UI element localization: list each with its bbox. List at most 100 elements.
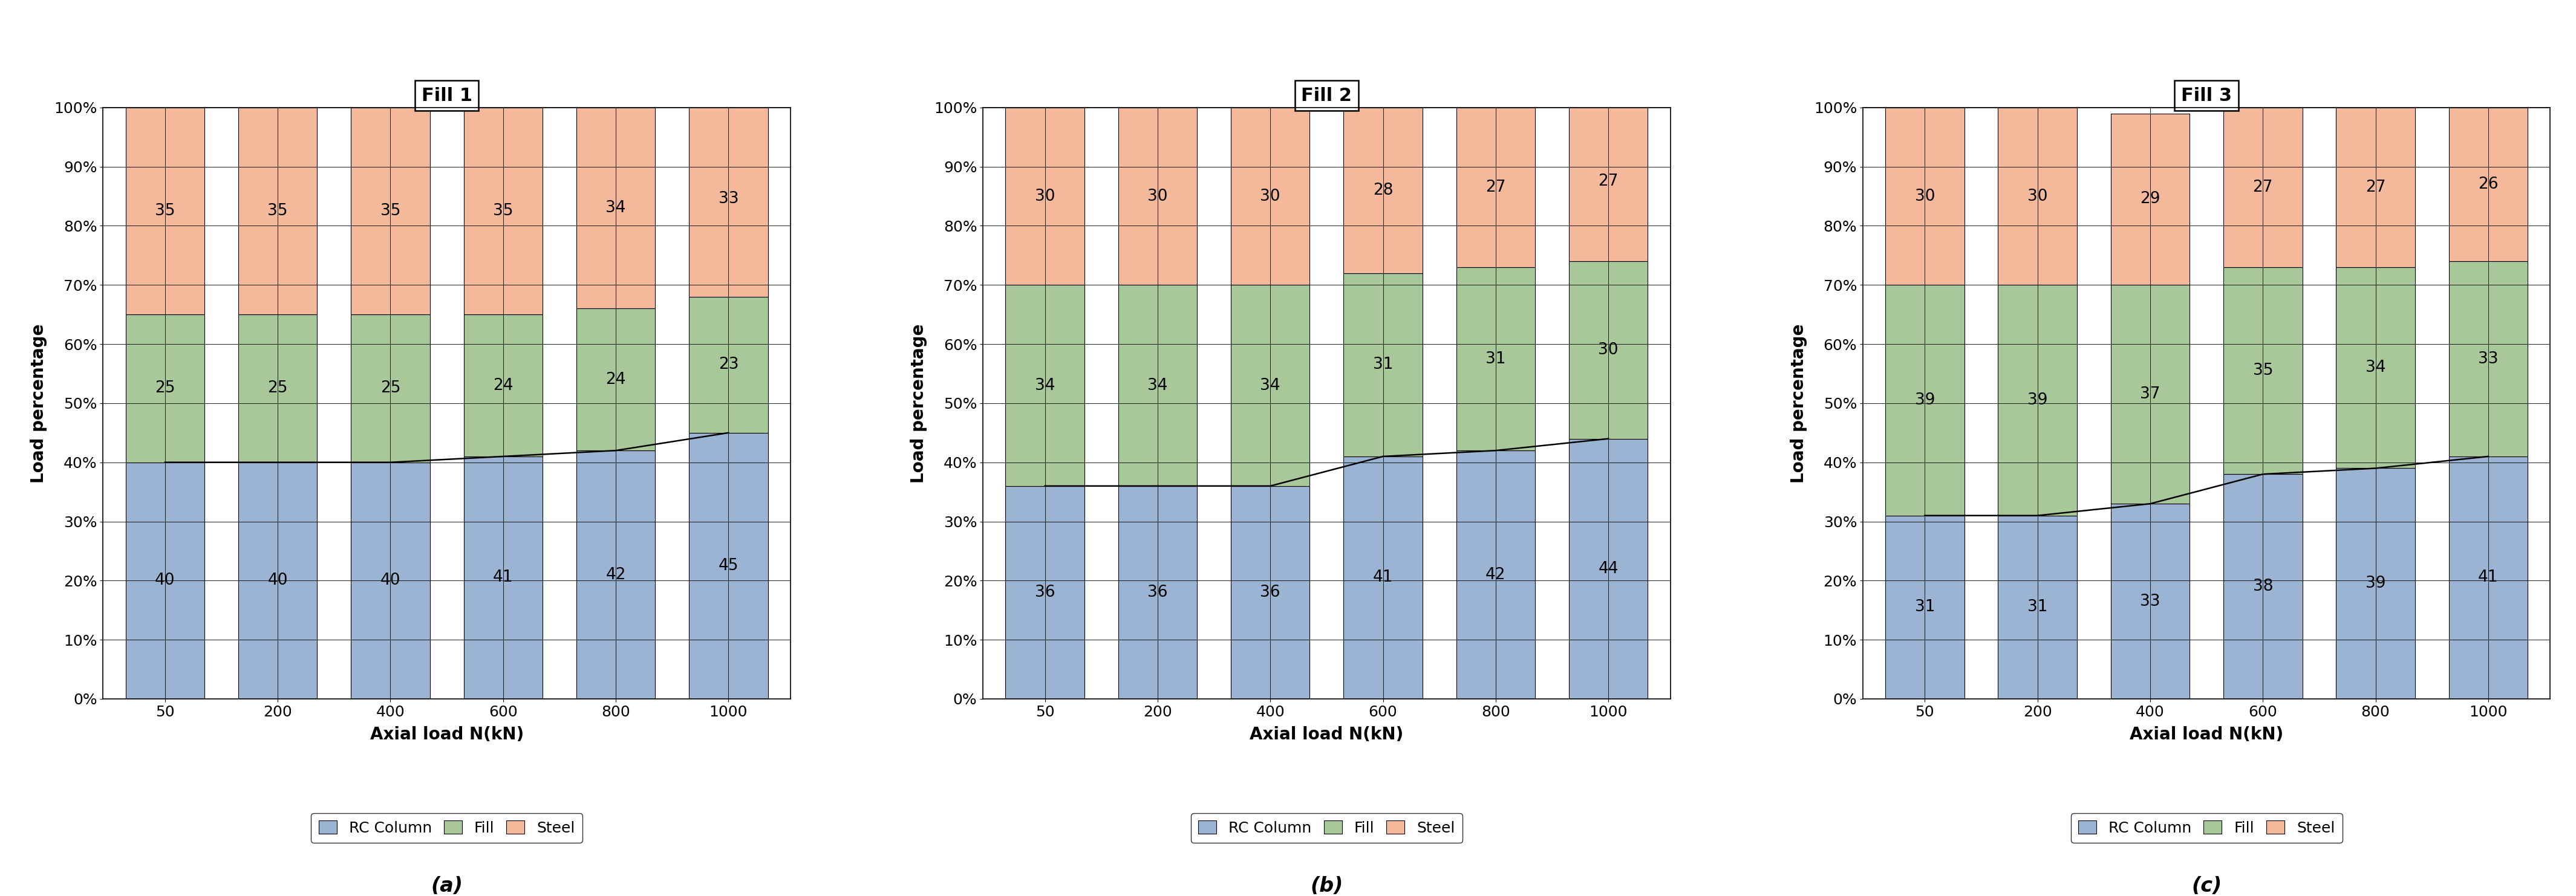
Text: 42: 42 [1486,567,1507,582]
Bar [464,456,544,699]
Bar [1231,285,1309,486]
Bar [2450,456,2527,699]
Text: 35: 35 [268,203,289,219]
Text: 33: 33 [2141,593,2161,609]
Bar [1118,108,1198,285]
Text: 35: 35 [155,203,175,219]
Title: Fill 2: Fill 2 [1301,87,1352,105]
Text: 35: 35 [381,203,399,219]
Text: 24: 24 [605,372,626,387]
Bar [2336,267,2416,469]
Text: (c): (c) [2192,876,2221,896]
Text: 39: 39 [2027,392,2048,408]
Bar [1569,101,1649,262]
Bar [1886,108,1965,285]
Bar [1231,486,1309,699]
Bar [350,108,430,314]
Bar [1455,108,1535,267]
Text: 27: 27 [1486,179,1507,195]
Bar [1118,285,1198,486]
Text: 34: 34 [2365,360,2385,375]
Bar [577,108,654,308]
Text: 40: 40 [381,573,399,589]
Bar [1345,273,1422,456]
Text: 39: 39 [2365,576,2385,591]
Text: 31: 31 [1914,599,1935,615]
Text: (b): (b) [1311,876,1342,896]
Bar [2450,108,2527,262]
Bar [1345,456,1422,699]
Bar [126,108,204,314]
Legend: RC Column, Fill, Steel: RC Column, Fill, Steel [2071,813,2342,843]
Bar [2223,474,2303,699]
Text: 33: 33 [719,192,739,207]
Text: 27: 27 [1597,174,1618,189]
Bar [2450,262,2527,456]
Text: 25: 25 [381,381,399,396]
Bar [1231,108,1309,285]
Bar [1455,451,1535,699]
Bar [350,314,430,462]
Text: 27: 27 [2365,179,2385,195]
Text: 27: 27 [2254,179,2272,195]
Y-axis label: Load percentage: Load percentage [909,323,927,483]
Text: 25: 25 [155,381,175,396]
Text: 34: 34 [1146,377,1167,393]
Text: 36: 36 [1146,584,1167,600]
Bar [237,462,317,699]
Y-axis label: Load percentage: Load percentage [1790,323,1806,483]
X-axis label: Axial load N(kN): Axial load N(kN) [1249,726,1404,743]
Bar [2336,108,2416,267]
Text: 40: 40 [268,573,289,589]
Text: 30: 30 [1597,342,1618,358]
Bar [1569,262,1649,439]
Text: 36: 36 [1036,584,1056,600]
Bar [2110,285,2190,504]
Text: 41: 41 [2478,570,2499,585]
Text: 33: 33 [2478,351,2499,366]
Bar [1886,285,1965,515]
Y-axis label: Load percentage: Load percentage [31,323,46,483]
Text: 34: 34 [1260,377,1280,393]
X-axis label: Axial load N(kN): Axial load N(kN) [2130,726,2282,743]
Text: 29: 29 [2141,192,2161,207]
Text: 41: 41 [1373,570,1394,585]
Text: 42: 42 [605,567,626,582]
Bar [1005,486,1084,699]
Bar [1569,439,1649,699]
Text: 39: 39 [1914,392,1935,408]
Text: 28: 28 [1373,183,1394,198]
Legend: RC Column, Fill, Steel: RC Column, Fill, Steel [1190,813,1463,843]
Bar [1345,108,1422,273]
Text: 38: 38 [2254,579,2272,594]
Bar [1999,285,2076,515]
X-axis label: Axial load N(kN): Axial load N(kN) [371,726,523,743]
Text: 23: 23 [719,357,739,373]
Bar [577,308,654,451]
Text: 41: 41 [492,570,513,585]
Text: 30: 30 [1146,188,1167,204]
Bar [350,462,430,699]
Text: 37: 37 [2141,386,2161,402]
Bar [688,297,768,433]
Bar [1005,285,1084,486]
Bar [237,314,317,462]
Bar [1999,515,2076,699]
Text: 31: 31 [1486,351,1507,366]
Bar [688,433,768,699]
Bar [1118,486,1198,699]
Text: 36: 36 [1260,584,1280,600]
Legend: RC Column, Fill, Steel: RC Column, Fill, Steel [312,813,582,843]
Bar [2223,267,2303,474]
Bar [1005,108,1084,285]
Text: 35: 35 [492,203,513,219]
Bar [2110,114,2190,285]
Text: 31: 31 [2027,599,2048,615]
Bar [1455,267,1535,451]
Text: 40: 40 [155,573,175,589]
Text: 25: 25 [268,381,289,396]
Bar [237,108,317,314]
Bar [1999,108,2076,285]
Text: 30: 30 [1260,188,1280,204]
Bar [464,314,544,456]
